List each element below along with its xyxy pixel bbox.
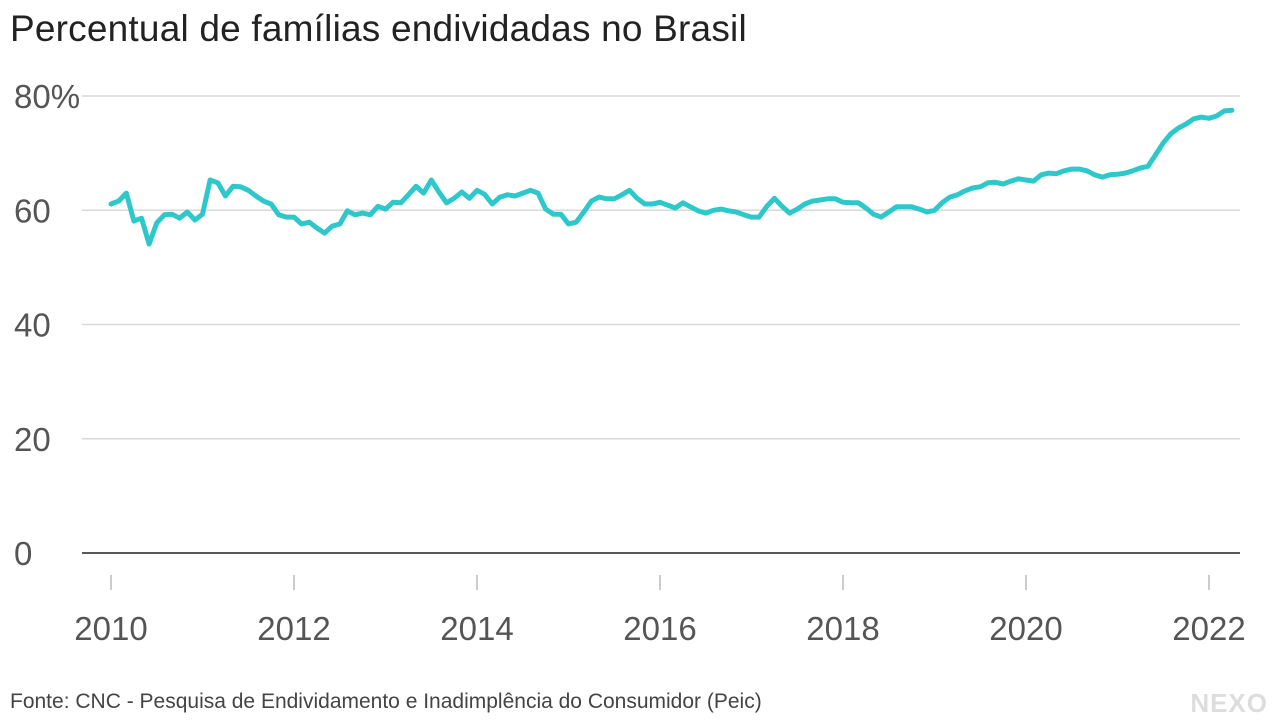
series-line [108, 107, 1235, 247]
x-tick-label: 2012 [257, 610, 330, 647]
x-tick-label: 2010 [74, 610, 147, 647]
y-tick-label: 0 [14, 535, 32, 572]
source-note: Fonte: CNC - Pesquisa de Endividamento e… [10, 690, 762, 713]
y-tick-label: 20 [14, 421, 51, 458]
y-tick-label: 60 [14, 192, 51, 229]
x-tick-label: 2016 [623, 610, 696, 647]
x-tick-label: 2014 [440, 610, 513, 647]
y-tick-label: 80% [14, 78, 80, 115]
chart-title: Percentual de famílias endividadas no Br… [10, 8, 747, 49]
y-tick-label: 40 [14, 307, 51, 344]
nexo-logo: NEXO [1190, 688, 1268, 718]
x-tick-label: 2018 [806, 610, 879, 647]
x-tick-label: 2022 [1172, 610, 1245, 647]
x-tick-label: 2020 [989, 610, 1062, 647]
